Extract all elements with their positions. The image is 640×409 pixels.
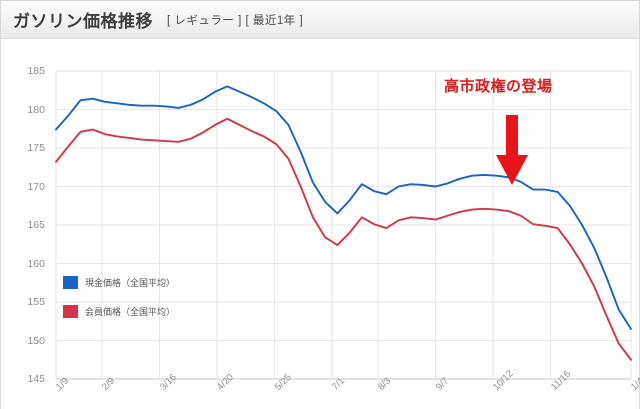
grid-lines (55, 70, 632, 380)
line-chart-svg (55, 70, 632, 380)
y-axis-tick-label: 170 (27, 180, 45, 193)
annotation-label: 高市政権の登場 (444, 78, 553, 95)
legend-item-cash: 現金価格（全国平均） (63, 276, 175, 289)
legend-swatch-cash (63, 276, 78, 289)
y-axis-tick-label: 160 (27, 257, 45, 270)
legend-item-member: 会員価格（全国平均） (63, 305, 175, 318)
legend-label-member: 会員価格（全国平均） (85, 307, 176, 317)
y-axis-tick-label: 155 (27, 296, 45, 308)
legend-label-cash: 現金価格（全国平均） (85, 278, 176, 288)
legend-swatch-member (63, 305, 78, 318)
chart-container: 145 150 155 160 165 170 175 180 185 1/9 2/9 3/16 4/… (1, 39, 640, 409)
series-line (55, 85, 632, 330)
y-axis-tick-label: 180 (27, 103, 45, 116)
y-axis-tick-label: 150 (27, 334, 45, 347)
down-arrow-icon (496, 115, 528, 185)
series-lines (55, 85, 632, 361)
y-axis-tick-label: 185 (27, 65, 45, 77)
series-line (55, 117, 632, 361)
y-axis-tick-label: 175 (27, 142, 45, 154)
page-header: ガソリン価格推移 [ レギュラー ] [ 最近1年 ] (1, 1, 639, 39)
page-title: ガソリン価格推移 (13, 12, 153, 31)
y-axis-tick-label: 165 (27, 219, 45, 231)
page-subtitle: [ レギュラー ] [ 最近1年 ] (167, 14, 304, 27)
chart-legend: 現金価格（全国平均） 会員価格（全国平均） (63, 276, 175, 334)
y-axis-tick-label: 145 (27, 373, 45, 385)
